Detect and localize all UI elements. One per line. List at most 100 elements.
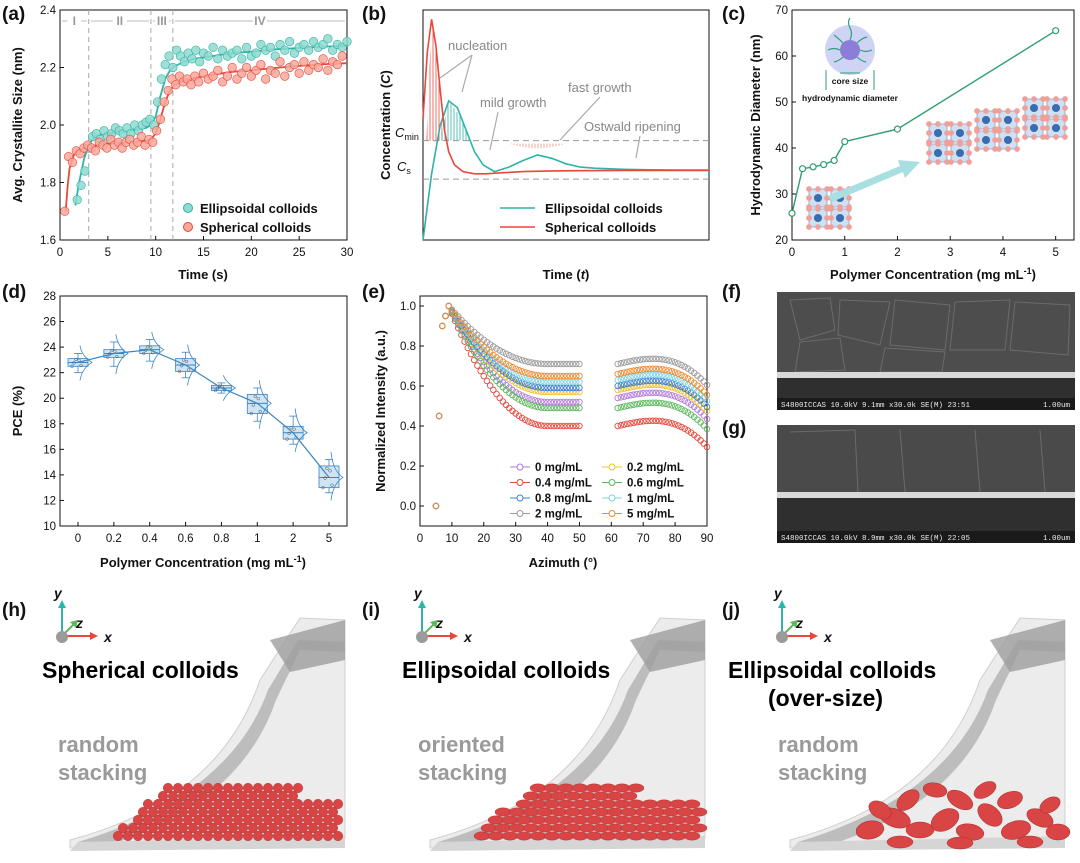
box-dot xyxy=(149,345,153,350)
particle-sphere xyxy=(177,823,188,834)
box-distribution xyxy=(223,375,237,401)
arrow-mild-growth xyxy=(489,111,499,151)
particle-ellipsoid xyxy=(508,823,526,833)
sem-g-substrate-line xyxy=(777,492,1075,498)
intensity-point-0 xyxy=(486,366,494,373)
intensity-point-0.4 xyxy=(480,372,488,380)
intensity-point-0.6 xyxy=(521,399,529,407)
intensity-point-0.4 xyxy=(566,422,574,430)
box-dot xyxy=(181,358,186,362)
legend-e-marker xyxy=(608,494,616,502)
intensity-point-5 xyxy=(557,372,564,380)
lattice-atom xyxy=(926,141,932,147)
x-tick-label: 20 xyxy=(245,247,258,259)
tray-wall xyxy=(438,640,705,848)
intensity-point-0.6 xyxy=(534,403,542,411)
box-dot xyxy=(251,403,255,407)
y-tick-label: 0.0 xyxy=(400,501,416,513)
lattice-atom xyxy=(1022,105,1028,111)
particle-oversize xyxy=(922,782,948,798)
legend-b-spherical-label: Spherical colloids xyxy=(545,220,656,235)
particle-sphere xyxy=(162,799,173,810)
particle-sphere xyxy=(202,783,213,794)
intensity-point-0.6 xyxy=(668,402,676,409)
intensity-point-0.4 xyxy=(681,425,688,432)
intensity-point-0.4 xyxy=(531,420,539,428)
particle-ellipsoid xyxy=(578,807,596,817)
box-dot xyxy=(79,363,83,368)
lattice-atom xyxy=(992,108,998,114)
particle-sphere xyxy=(232,799,243,810)
intensity-point-0.6 xyxy=(544,404,551,412)
lattice-center xyxy=(981,135,991,145)
stack-label-2: stacking xyxy=(58,760,147,785)
intensity-point-0.6 xyxy=(531,403,539,410)
x-tick-label: 30 xyxy=(509,533,522,545)
y-tick-label: 0.4 xyxy=(400,421,417,433)
lattice-atom xyxy=(983,146,989,152)
lattice-center xyxy=(1051,103,1061,113)
intensity-point-2 xyxy=(531,359,539,367)
intensity-point-0.2 xyxy=(614,386,621,394)
particle-ellipsoid xyxy=(627,783,645,793)
intensity-point-2 xyxy=(668,358,676,365)
particle-ellipsoid xyxy=(599,783,617,793)
chart-c-xlabel: Polymer Concentration (mg mL-1) xyxy=(830,266,1036,282)
lattice-atom xyxy=(1062,134,1068,140)
lattice-atom xyxy=(948,150,954,156)
particle-sphere xyxy=(152,831,163,842)
chart-d-xlabel: Polymer Concentration (mg mL-1) xyxy=(100,554,306,570)
lattice-atom xyxy=(983,108,989,114)
intensity-point-0.4 xyxy=(652,417,660,425)
lattice-atom xyxy=(1005,146,1011,152)
particle-sphere xyxy=(273,783,284,794)
box-dot xyxy=(325,466,329,471)
lattice-atom xyxy=(1031,134,1037,140)
particle-sphere xyxy=(278,807,289,818)
particle-ellipsoid xyxy=(620,823,638,833)
region-label: IV xyxy=(254,14,265,28)
particle-oversize xyxy=(997,791,1023,809)
particle-ellipsoid xyxy=(473,831,491,841)
intensity-point-5 xyxy=(461,323,468,331)
chart-a-legend: Ellipsoidal colloids Spherical colloids xyxy=(183,201,318,235)
x-tick-label: 0.6 xyxy=(178,533,194,545)
c-point xyxy=(809,163,817,171)
intensity-point-2 xyxy=(684,365,692,372)
chart-e-ticks: 0 10 20 30 40 50 60 70 80 90 0.0 0.2 0.4 0.6 0.8 1.0 xyxy=(400,301,713,545)
lattice-atom xyxy=(966,130,972,136)
lattice-atom xyxy=(996,146,1002,152)
intensity-point-2 xyxy=(493,345,500,352)
point-spherical xyxy=(227,62,237,73)
lattice-atom xyxy=(944,121,950,127)
point-ellipsoidal xyxy=(179,57,189,67)
particle-sphere xyxy=(217,807,228,818)
legend-e-label: 0.6 mg/mL xyxy=(627,478,684,490)
intensity-point-0.6 xyxy=(490,374,497,381)
intensity-point-5 xyxy=(703,391,711,399)
point-spherical xyxy=(270,68,280,78)
box-distribution xyxy=(151,331,165,369)
point-ellipsoidal xyxy=(232,45,242,55)
particle-sphere xyxy=(212,783,223,794)
particle-sphere xyxy=(303,799,314,810)
intensity-point-5 xyxy=(665,367,672,374)
chart-c-lattice xyxy=(806,96,1068,230)
particle-sphere xyxy=(157,823,168,834)
lattice-atom xyxy=(926,130,932,136)
lattice-atom xyxy=(1022,125,1028,131)
particle-ellipsoid xyxy=(627,831,645,841)
intensity-point-0.6 xyxy=(681,407,688,414)
sem-f: S4800ICCAS 10.0kV 9.1mm x30.0k SE(M) 23:… xyxy=(777,292,1075,410)
intensity-point-0 xyxy=(646,389,653,397)
hatch-nucleation-red xyxy=(426,19,444,141)
y-tick-label: 70 xyxy=(775,5,788,17)
intensity-point-0.6 xyxy=(518,397,526,405)
intensity-point-5 xyxy=(627,368,634,375)
intensity-point-2 xyxy=(649,355,657,362)
x-tick-label: 4 xyxy=(1000,247,1007,259)
particle-sphere xyxy=(142,831,153,842)
particle-ellipsoid xyxy=(592,807,610,817)
particle-sphere xyxy=(197,823,208,834)
